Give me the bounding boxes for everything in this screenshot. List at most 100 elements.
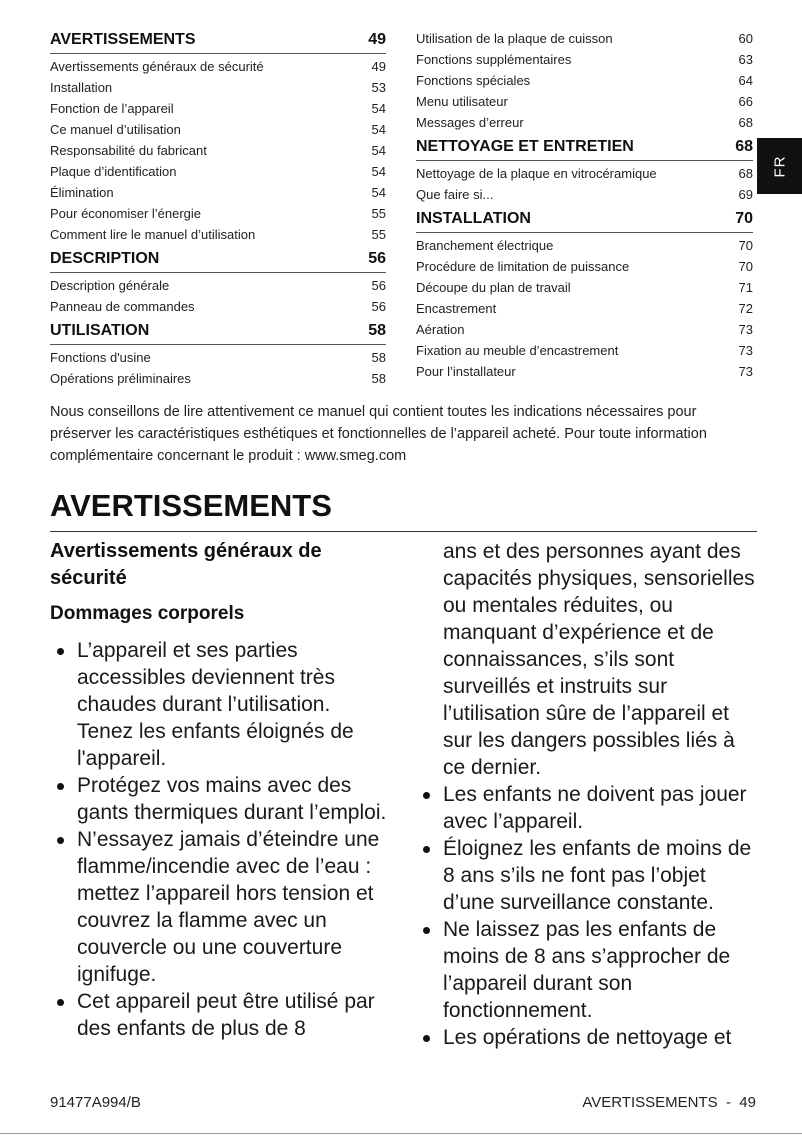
toc-page: 71 [738,280,753,295]
toc-page: 66 [738,94,753,109]
toc-page: 70 [738,238,753,253]
toc-section-heading[interactable]: NETTOYAGE ET ENTRETIEN 68 [416,135,753,161]
toc-page: 58 [368,322,386,339]
bullet-text: Cet appareil peut être utilisé par des e… [77,990,375,1040]
subheading: Dommages corporels [50,603,245,624]
toc-entry[interactable]: Description générale 56 [50,275,386,296]
toc-entry[interactable]: Ce manuel d’utilisation 54 [50,119,386,140]
toc-label: Élimination [50,185,114,200]
bullet-item: Les enfants ne doivent pas jouer avec l’… [416,781,761,835]
toc-entry[interactable]: Que faire si... 69 [416,184,753,205]
toc-entry[interactable]: Comment lire le manuel d’utilisation 55 [50,224,386,245]
toc-entry[interactable]: Panneau de commandes 56 [50,296,386,317]
toc-label: Panneau de commandes [50,299,195,314]
toc-label: Fonction de l’appareil [50,101,174,116]
toc-section-heading[interactable]: UTILISATION 58 [50,319,386,345]
toc-page: 54 [371,101,386,116]
toc-entry[interactable]: Fonctions d'usine 58 [50,347,386,368]
toc-entry[interactable]: Branchement électrique 70 [416,235,753,256]
toc-page: 54 [371,164,386,179]
bullet-text: Éloignez les enfants de moins de 8 ans s… [443,837,752,914]
toc-label: Installation [50,80,113,95]
toc-page: 49 [368,31,386,48]
toc-entry[interactable]: Utilisation de la plaque de cuisson 60 [416,28,753,49]
toc-label: Opérations préliminaires [50,371,191,386]
bullet-icon [423,846,430,853]
toc-label: Pour économiser l’énergie [50,206,202,221]
toc-page: 73 [738,364,753,379]
toc-entry[interactable]: Nettoyage de la plaque en vitrocéramique… [416,163,753,184]
bullet-item: Les opérations de nettoyage et [416,1024,761,1051]
bullet-item: L’appareil et ses parties accessibles de… [50,637,390,772]
bullet-icon [57,999,64,1006]
toc-entry[interactable]: Découpe du plan de travail 71 [416,277,753,298]
intro-paragraph: Nous conseillons de lire attentivement c… [50,404,707,464]
toc-entry[interactable]: Opérations préliminaires 58 [50,368,386,389]
bullet-text: Les enfants ne doivent pas jouer avec l’… [443,783,747,833]
toc-page: 54 [371,143,386,158]
section-title: AVERTISSEMENTS [50,488,332,523]
toc-section-heading[interactable]: AVERTISSEMENTS 49 [50,28,386,54]
toc-label: Menu utilisateur [416,94,508,109]
toc-entry[interactable]: Pour économiser l’énergie 55 [50,203,386,224]
bullet-icon [423,927,430,934]
toc-page: 54 [371,185,386,200]
bullet-icon [57,783,64,790]
toc-label: UTILISATION [50,322,150,339]
toc-entry[interactable]: Aération 73 [416,319,753,340]
toc-entry[interactable]: Encastrement 72 [416,298,753,319]
bullet-text: Les opérations de nettoyage et [443,1026,732,1049]
toc-label: Responsabilité du fabricant [50,143,207,158]
toc-entry[interactable]: Menu utilisateur 66 [416,91,753,112]
toc-page: 73 [738,343,753,358]
bottom-border [0,1133,802,1134]
bullet-item: Cet appareil peut être utilisé par des e… [50,988,390,1042]
toc-entry[interactable]: Procédure de limitation de puissance 70 [416,256,753,277]
toc-right-column: Utilisation de la plaque de cuisson 60 Fon… [416,28,753,382]
toc-label: Procédure de limitation de puissance [416,259,630,274]
toc-entry[interactable]: Fonctions supplémentaires 63 [416,49,753,70]
toc-label: Fixation au meuble d’encastrement [416,343,619,358]
toc-entry[interactable]: Avertissements généraux de sécurité 49 [50,56,386,77]
toc-page: 60 [738,31,753,46]
toc-entry[interactable]: Élimination 54 [50,182,386,203]
document-code: 91477A994/B [50,1094,141,1111]
toc-label: NETTOYAGE ET ENTRETIEN [416,138,634,155]
toc-entry[interactable]: Pour l’installateur 73 [416,361,753,382]
toc-page: 58 [371,371,386,386]
language-tab-label: FR [771,155,788,177]
bullet-icon [57,648,64,655]
toc-page: 49 [371,59,386,74]
toc-page: 68 [735,138,753,155]
bullet-icon [57,837,64,844]
toc-label: AVERTISSEMENTS [50,31,196,48]
bullet-icon [423,792,430,799]
toc-label: Messages d’erreur [416,115,524,130]
subsection-title: Avertissements généraux de sécurité [50,540,322,589]
toc-entry[interactable]: Installation 53 [50,77,386,98]
toc-page: 63 [738,52,753,67]
page-label: AVERTISSEMENTS - 49 [582,1094,756,1111]
toc-entry[interactable]: Responsabilité du fabricant 54 [50,140,386,161]
toc-label: Encastrement [416,301,497,316]
body-left-column: Avertissements généraux de sécurité Domm… [50,538,390,1042]
toc-entry[interactable]: Plaque d’identification 54 [50,161,386,182]
toc-entry[interactable]: Fixation au meuble d’encastrement 73 [416,340,753,361]
toc-label: Aération [416,322,465,337]
toc-label: Branchement électrique [416,238,554,253]
toc-label: Ce manuel d’utilisation [50,122,181,137]
bullet-item: Protégez vos mains avec des gants thermi… [50,772,390,826]
toc-page: 73 [738,322,753,337]
bullet-text: N’essayez jamais d’éteindre une flamme/i… [77,828,380,986]
toc-entry[interactable]: Fonction de l’appareil 54 [50,98,386,119]
toc-entry[interactable]: Messages d’erreur 68 [416,112,753,133]
toc-label: DESCRIPTION [50,250,160,267]
divider [50,531,757,532]
toc-entry[interactable]: Fonctions spéciales 64 [416,70,753,91]
toc-section-heading[interactable]: DESCRIPTION 56 [50,247,386,273]
toc-label: Pour l’installateur [416,364,516,379]
toc-label: INSTALLATION [416,210,531,227]
toc-section-heading[interactable]: INSTALLATION 70 [416,207,753,233]
toc-page: 70 [738,259,753,274]
toc-page: 68 [738,115,753,130]
